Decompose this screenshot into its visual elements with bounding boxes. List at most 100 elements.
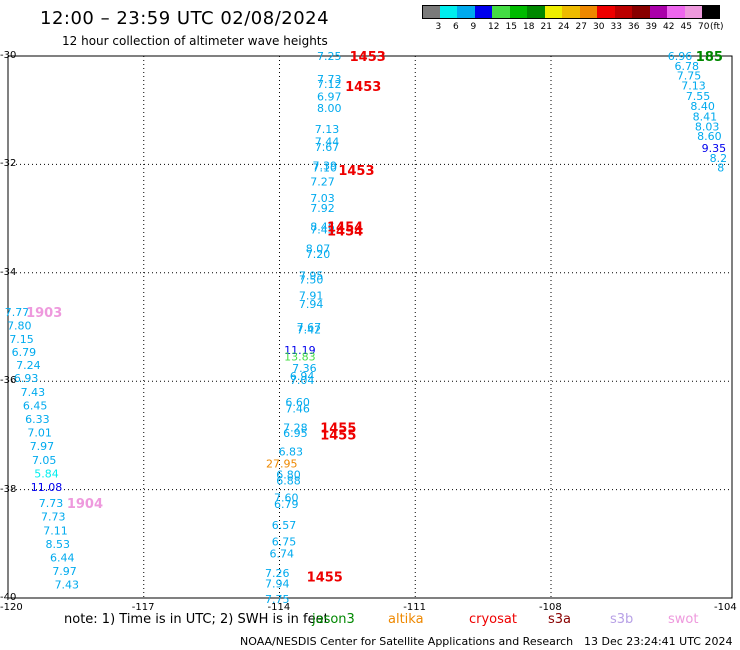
satellite-name-cryosat: cryosat: [469, 612, 517, 627]
note-text: note: 1) Time is in UTC; 2) SWH is in fe…: [64, 612, 329, 627]
wave-height-label: 8.41: [693, 111, 718, 124]
wave-height-label: 7.26: [265, 567, 290, 580]
wave-height-label: 8.60: [697, 130, 722, 143]
wave-height-label: 7.67: [315, 141, 340, 154]
wave-height-label: 7.13: [681, 79, 706, 92]
wave-height-label: 7.39: [313, 159, 338, 172]
y-tick-label: -34: [0, 266, 17, 278]
wave-height-label: 7.92: [310, 202, 335, 215]
wave-height-label: 7.94: [299, 298, 324, 311]
legend-label: 18: [523, 22, 535, 32]
pass-time-label: 1453: [338, 164, 374, 179]
chart-subtitle: 12 hour collection of altimeter wave hei…: [62, 34, 328, 48]
color-legend: 3 6 9 12 15 18 21 24 27 30 33 36 39 42 45 70 (ft): [422, 5, 728, 35]
wave-height-label: 8.40: [690, 100, 715, 113]
wave-height-label: 6.93: [14, 372, 39, 385]
legend-swatch: [579, 5, 597, 18]
wave-height-label: 6.44: [50, 551, 75, 564]
wave-height-label: 6.75: [272, 536, 297, 549]
legend-swatch: [614, 5, 632, 18]
x-tick-label: -117: [131, 602, 155, 613]
wave-height-label: 7.12: [317, 78, 342, 91]
wave-height-label: 5.84: [34, 467, 59, 480]
legend-swatch: [544, 5, 562, 18]
legend-swatch: [492, 5, 510, 18]
legend-label: 9: [470, 22, 477, 32]
legend-label: 12: [488, 22, 500, 32]
legend-label: 6: [453, 22, 459, 32]
pass-time-label: 1454: [327, 221, 363, 236]
legend-swatch: [702, 5, 720, 18]
wave-height-label: 7.60: [274, 492, 299, 505]
wave-height-label: 7.75: [265, 593, 290, 606]
pass-time-label: 1903: [26, 306, 62, 321]
wave-height-label: 6.74: [270, 548, 295, 561]
legend-unit: (ft): [710, 22, 724, 32]
x-tick-label: -111: [403, 602, 426, 613]
wave-height-label: 6.33: [25, 413, 50, 426]
satellite-name-jason3: jason3: [312, 612, 355, 627]
pass-time-label: 1453: [350, 50, 386, 65]
wave-height-label: 7.27: [310, 176, 335, 189]
legend-label: 45: [680, 22, 692, 32]
wave-height-label: 6.57: [272, 519, 297, 532]
wave-height-label: 6.79: [12, 346, 37, 359]
wave-height-label: 7.73: [41, 511, 66, 524]
wave-height-label: 7.10: [313, 162, 338, 175]
legend-label: 3: [435, 22, 442, 32]
wave-height-label: 6.94: [290, 370, 315, 383]
wave-height-label: 7.42: [297, 324, 322, 337]
pass-time-label: 1453: [345, 80, 381, 95]
legend-label: 15: [505, 22, 517, 32]
legend-swatch: [667, 5, 685, 18]
wave-height-label: 7.80: [7, 319, 32, 332]
legend-swatch: [649, 5, 667, 18]
legend-swatch: [632, 5, 650, 18]
footer-timestamp: 13 Dec 23:24:41 UTC 2024: [584, 635, 733, 648]
legend-border: [422, 5, 720, 19]
wave-height-label: 7.55: [686, 90, 711, 103]
wave-height-label: 6.96: [668, 50, 693, 63]
satellite-name-swot: swot: [668, 612, 699, 627]
wave-height-label: 7.24: [16, 359, 41, 372]
wave-height-label: 7.43: [55, 578, 80, 591]
wave-height-label: 7.75: [677, 70, 702, 83]
legend-swatch: [527, 5, 545, 18]
wave-height-label: 27.95: [266, 458, 298, 471]
wave-height-label: 7.43: [21, 386, 46, 399]
wave-height-label: 8.46: [310, 221, 335, 234]
legend-swatch: [439, 5, 457, 18]
wave-height-label: 6.78: [675, 60, 700, 73]
legend-swatch: [457, 5, 475, 18]
wave-height-label: 6.80: [276, 468, 301, 481]
wave-height-label: 7.11: [43, 524, 68, 537]
wave-height-label: 6.88: [276, 474, 301, 487]
footer-credit: NOAA/NESDIS Center for Satellite Applica…: [240, 635, 574, 648]
x-tick-label: -114: [267, 602, 291, 613]
wave-height-label: 7.77: [5, 306, 30, 319]
wave-height-label: 7.25: [317, 50, 342, 63]
wave-height-label: 7.44: [315, 136, 340, 149]
y-tick-label: -36: [0, 375, 17, 387]
x-tick-label: -120: [0, 602, 23, 613]
wave-height-label: 7.43: [310, 223, 335, 236]
wave-height-label: 6.97: [317, 91, 342, 104]
wave-height-label: 8.07: [306, 242, 331, 255]
legend-label: 30: [593, 22, 605, 32]
wave-height-label: 7.67: [297, 321, 322, 334]
satellite-name-s3a: s3a: [548, 612, 572, 627]
legend-swatch: [422, 5, 440, 18]
legend-swatch: [597, 5, 615, 18]
legend-label: 39: [645, 22, 657, 32]
wave-height-label: 7.36: [292, 362, 317, 375]
pass-time-label: 1455: [320, 428, 356, 443]
wave-height-label: 7.91: [299, 290, 324, 303]
wave-height-label: 7.73: [39, 497, 64, 510]
legend-swatch: [562, 5, 580, 18]
plot-frame: [7, 55, 733, 599]
wave-height-label: 13.83: [284, 350, 316, 363]
pass-time-label: 1455: [320, 421, 356, 436]
legend-label: 36: [628, 22, 640, 32]
y-tick-label: -38: [0, 483, 17, 495]
